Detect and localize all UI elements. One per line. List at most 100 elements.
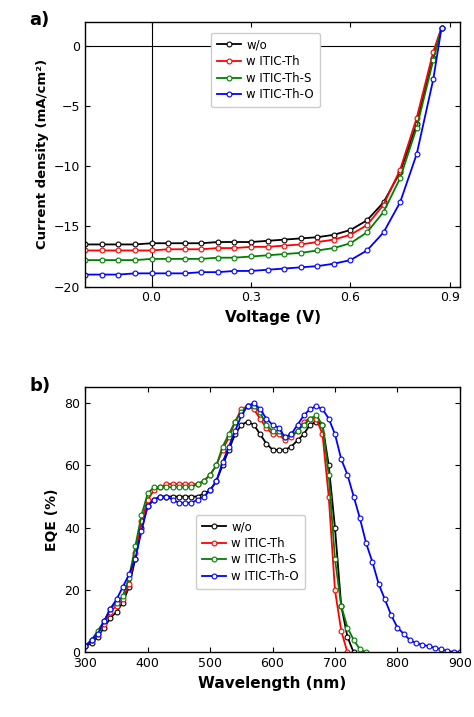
w/o xyxy=(151,495,157,504)
w ITIC-Th xyxy=(319,430,325,439)
w ITIC-Th-S xyxy=(295,427,301,435)
w ITIC-Th xyxy=(364,221,370,229)
w/o xyxy=(232,430,238,439)
w ITIC-Th-S xyxy=(245,402,250,410)
w ITIC-Th-S xyxy=(151,483,157,491)
w/o xyxy=(213,477,219,485)
w/o xyxy=(126,583,132,592)
w ITIC-Th-S xyxy=(270,427,275,435)
w ITIC-Th xyxy=(199,245,204,254)
w ITIC-Th xyxy=(314,238,320,247)
w ITIC-Th xyxy=(195,480,201,488)
w ITIC-Th-S xyxy=(381,208,386,217)
w ITIC-Th xyxy=(189,480,194,488)
w ITIC-Th-S xyxy=(265,251,271,260)
w/o xyxy=(332,523,338,532)
w ITIC-Th-S xyxy=(182,255,188,263)
w ITIC-Th-O xyxy=(232,267,237,275)
w ITIC-Th-S xyxy=(195,480,201,488)
w ITIC-Th xyxy=(215,244,221,252)
w ITIC-Th-O xyxy=(116,270,121,279)
w/o xyxy=(364,216,370,224)
w ITIC-Th xyxy=(145,495,151,504)
X-axis label: Voltage (V): Voltage (V) xyxy=(225,310,320,325)
w ITIC-Th xyxy=(170,480,175,488)
w ITIC-Th-S xyxy=(220,442,226,451)
w/o xyxy=(138,523,144,532)
w ITIC-Th xyxy=(288,433,294,442)
w ITIC-Th xyxy=(232,244,237,252)
w ITIC-Th-S xyxy=(281,250,287,258)
w ITIC-Th-S xyxy=(319,420,325,429)
w ITIC-Th-S xyxy=(364,228,370,237)
w ITIC-Th-O xyxy=(430,75,436,84)
w/o xyxy=(245,417,250,426)
w ITIC-Th xyxy=(264,424,269,432)
w ITIC-Th xyxy=(138,517,144,526)
w ITIC-Th-S xyxy=(276,427,282,435)
w ITIC-Th xyxy=(164,480,169,488)
w/o xyxy=(298,234,303,243)
w/o xyxy=(345,632,350,641)
w/o xyxy=(189,493,194,501)
w ITIC-Th-O xyxy=(170,495,175,504)
w ITIC-Th-S xyxy=(397,174,403,182)
w ITIC-Th-O xyxy=(364,246,370,255)
w/o xyxy=(157,493,163,501)
w ITIC-Th-S xyxy=(120,592,126,601)
w ITIC-Th-S xyxy=(351,636,356,645)
w ITIC-Th xyxy=(176,480,182,488)
w ITIC-Th-S xyxy=(439,23,445,32)
w ITIC-Th xyxy=(101,620,107,629)
w ITIC-Th-O xyxy=(298,263,303,272)
w/o xyxy=(397,168,403,176)
w ITIC-Th-S xyxy=(264,420,269,429)
w ITIC-Th xyxy=(238,405,244,414)
w ITIC-Th-O xyxy=(314,262,320,270)
w/o xyxy=(248,238,254,247)
w ITIC-Th xyxy=(126,579,132,588)
w ITIC-Th-S xyxy=(232,417,238,426)
w ITIC-Th xyxy=(298,240,303,249)
w ITIC-Th xyxy=(95,630,100,638)
w ITIC-Th xyxy=(265,242,271,251)
w ITIC-Th-S xyxy=(357,645,363,654)
Line: w ITIC-Th: w ITIC-Th xyxy=(83,25,444,253)
w ITIC-Th-S xyxy=(89,636,94,645)
X-axis label: Wavelength (nm): Wavelength (nm) xyxy=(199,676,346,691)
w/o xyxy=(301,430,307,439)
w/o xyxy=(313,417,319,426)
w ITIC-Th xyxy=(381,200,386,209)
w ITIC-Th xyxy=(295,427,301,435)
w/o xyxy=(226,445,232,454)
w/o xyxy=(307,420,313,429)
w ITIC-Th-S xyxy=(126,574,132,582)
w ITIC-Th-O xyxy=(82,642,88,650)
w ITIC-Th-S xyxy=(108,604,113,613)
w ITIC-Th-S xyxy=(157,483,163,491)
w/o xyxy=(89,639,94,647)
w ITIC-Th-S xyxy=(288,430,294,439)
w/o xyxy=(414,120,419,128)
w ITIC-Th xyxy=(157,483,163,491)
w ITIC-Th xyxy=(182,245,188,254)
w ITIC-Th-S xyxy=(298,249,303,257)
w ITIC-Th-O xyxy=(288,430,294,439)
w/o xyxy=(101,623,107,632)
w ITIC-Th xyxy=(313,414,319,423)
w ITIC-Th xyxy=(220,445,226,454)
w/o xyxy=(164,493,169,501)
w/o xyxy=(215,238,221,247)
w ITIC-Th-S xyxy=(332,555,338,564)
w/o xyxy=(276,445,282,454)
w ITIC-Th-O xyxy=(99,270,105,279)
w ITIC-Th-S xyxy=(164,483,169,491)
w ITIC-Th-O xyxy=(457,648,463,657)
w ITIC-Th xyxy=(397,166,403,174)
Legend: w/o, w ITIC-Th, w ITIC-Th-S, w ITIC-Th-O: w/o, w ITIC-Th, w ITIC-Th-S, w ITIC-Th-O xyxy=(211,33,320,107)
w/o xyxy=(282,445,288,454)
w ITIC-Th xyxy=(251,405,256,414)
w ITIC-Th-O xyxy=(182,269,188,277)
w/o xyxy=(95,632,100,641)
w/o xyxy=(182,493,188,501)
